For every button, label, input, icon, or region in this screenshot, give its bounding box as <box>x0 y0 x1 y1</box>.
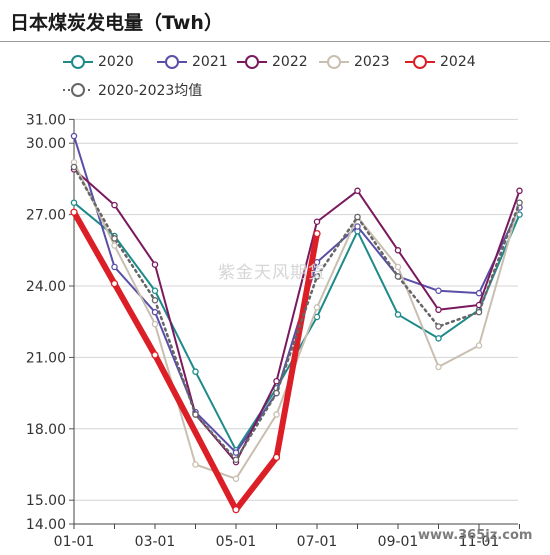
x-tick-label: 03-01 <box>135 534 176 550</box>
data-point <box>70 199 78 206</box>
data-point <box>111 242 118 249</box>
data-point <box>313 229 321 238</box>
data-point <box>435 306 442 314</box>
data-point <box>111 263 118 271</box>
legend-label: 2020 <box>98 54 134 70</box>
data-point <box>232 456 240 463</box>
data-point <box>435 335 442 342</box>
data-point <box>192 461 199 468</box>
y-tick-label: 31.00 <box>26 112 66 128</box>
legend-swatch-icon <box>63 83 93 97</box>
data-point <box>475 289 483 297</box>
series-line-2021 <box>73 135 521 454</box>
legend-item[interactable]: 2020 <box>62 52 134 72</box>
data-point <box>475 308 483 316</box>
data-point <box>232 449 240 456</box>
data-point <box>273 377 280 385</box>
legend-item[interactable]: 2020-2023均值 <box>62 80 202 100</box>
data-point <box>394 263 402 271</box>
y-tick-label: 14.00 <box>26 517 66 533</box>
chart-title: 日本煤炭发电量（Twh） <box>10 12 223 34</box>
data-point <box>111 235 118 242</box>
data-point <box>111 201 118 209</box>
data-point <box>232 475 240 483</box>
data-point <box>192 368 199 375</box>
data-point <box>354 187 361 195</box>
legend-swatch-icon <box>319 55 349 69</box>
data-point <box>435 363 442 371</box>
x-tick-label: 07-01 <box>297 534 338 550</box>
data-point <box>151 308 159 316</box>
data-point <box>354 213 361 221</box>
y-tick-label: 27.00 <box>26 208 66 224</box>
watermark-text: 紫金天风期货 <box>218 263 326 283</box>
data-point <box>313 273 321 280</box>
data-point <box>273 411 280 418</box>
legend-swatch-icon <box>63 55 93 69</box>
legend-item[interactable]: 2021 <box>156 52 228 72</box>
legend-item[interactable]: 2024 <box>404 52 476 72</box>
data-point <box>110 279 119 288</box>
data-point <box>151 320 159 328</box>
data-point <box>70 132 78 140</box>
x-tick-label: 01-01 <box>54 534 95 550</box>
data-point <box>516 187 523 195</box>
data-point <box>70 163 78 171</box>
legend-label: 2020-2023均值 <box>98 83 203 99</box>
legend-label: 2021 <box>192 54 228 70</box>
legend-swatch-icon <box>405 55 435 69</box>
y-tick-label: 30.00 <box>26 136 66 152</box>
data-point <box>313 304 321 311</box>
series-line-2022 <box>73 168 521 464</box>
data-point <box>232 506 240 514</box>
series-line-2024 <box>71 209 320 513</box>
y-tick-label: 18.00 <box>26 422 66 438</box>
legend-item[interactable]: 2022 <box>236 52 308 72</box>
data-point <box>151 261 159 268</box>
series-line-2020-2023均值 <box>72 165 521 461</box>
site-watermark: www.365jz.com <box>418 528 533 543</box>
data-point <box>273 389 280 397</box>
data-point <box>394 311 402 318</box>
legend-label: 2022 <box>272 54 308 70</box>
y-tick-label: 21.00 <box>26 350 66 366</box>
data-point <box>475 342 483 349</box>
data-point <box>313 218 321 225</box>
legend-item[interactable]: 2023 <box>318 52 390 72</box>
data-point <box>435 287 442 295</box>
x-tick-label: 05-01 <box>216 534 257 550</box>
data-point <box>192 411 199 418</box>
legend-label: 2023 <box>354 54 390 70</box>
data-point <box>151 297 159 304</box>
data-point <box>394 247 402 254</box>
y-tick-label: 24.00 <box>26 279 66 295</box>
data-point <box>272 453 281 462</box>
data-point <box>394 273 402 280</box>
x-tick-label: 09-01 <box>378 534 419 550</box>
legend-swatch-icon <box>237 55 267 69</box>
data-point <box>435 323 442 330</box>
data-point <box>151 351 159 359</box>
data-point <box>354 223 361 230</box>
data-point <box>151 287 159 295</box>
data-point <box>516 199 523 206</box>
data-point <box>313 313 321 321</box>
legend-swatch-icon <box>157 55 187 69</box>
legend-label: 2024 <box>440 54 476 70</box>
title-divider <box>0 41 550 42</box>
data-point <box>70 208 78 216</box>
x-tick-label: 11-01 <box>459 534 500 550</box>
y-tick-label: 15.00 <box>26 493 66 509</box>
